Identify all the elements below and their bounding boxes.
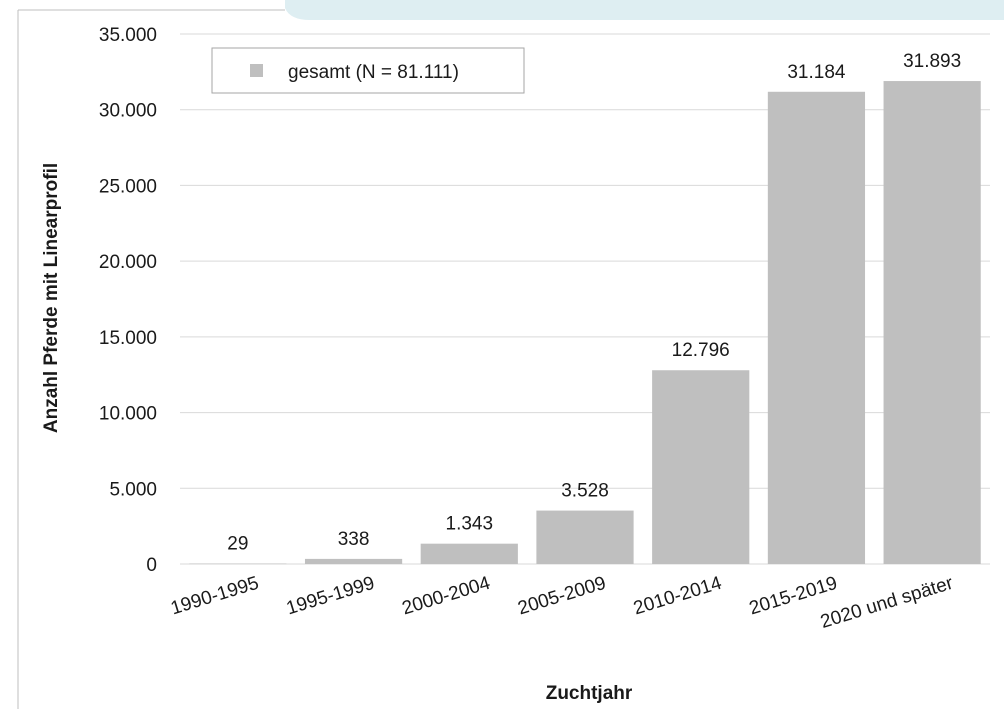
x-tick-label: 2010-2014: [631, 573, 724, 620]
data-label: 3.528: [561, 481, 609, 502]
data-label: 31.184: [787, 62, 846, 83]
y-axis-title: Anzahl Pferde mit Linearprofil: [41, 163, 62, 433]
bar: [420, 543, 518, 564]
x-tick-label: 1995-1999: [284, 573, 377, 620]
y-tick-label: 5.000: [109, 479, 157, 500]
bar: [883, 81, 981, 564]
x-tick-labels: 1990-1995 1995-1999 2000-2004 2005-2009 2010…: [168, 573, 956, 633]
data-label: 338: [338, 529, 370, 550]
bars: [189, 81, 981, 565]
y-tick-label: 0: [146, 555, 157, 576]
y-tick-label: 25.000: [99, 176, 157, 197]
x-tick-label: 2005-2009: [515, 573, 608, 620]
x-tick-label: 2020 und später: [818, 573, 956, 633]
y-tick-label: 20.000: [99, 252, 157, 273]
bar: [652, 370, 750, 564]
y-tick-labels: 0 5.000 10.000 15.000 20.000 25.000 30.000 35.0…: [99, 25, 157, 576]
y-tick-label: 30.000: [99, 101, 157, 122]
legend-box: [211, 47, 525, 94]
data-label: 1.343: [446, 514, 494, 535]
y-tick-label: 35.000: [99, 25, 157, 46]
bar: [189, 563, 287, 565]
x-axis-title: Zuchtjahr: [546, 683, 633, 704]
legend-label: gesamt (N = 81.111): [288, 62, 459, 83]
bar: [304, 558, 403, 564]
y-tick-label: 10.000: [99, 404, 157, 425]
legend-swatch: [250, 64, 263, 77]
y-tick-label: 15.000: [99, 328, 157, 349]
bar: [536, 510, 634, 564]
x-tick-label: 1990-1995: [168, 573, 261, 620]
data-label: 29: [227, 534, 248, 555]
x-tick-label: 2000-2004: [400, 573, 493, 620]
data-label: 12.796: [672, 340, 730, 361]
data-label: 31.893: [903, 51, 961, 72]
decorative-accent: [285, 0, 1004, 20]
legend: gesamt (N = 81.111): [211, 47, 525, 94]
data-labels: 29 338 1.343 3.528 12.796 31.184 31.893: [227, 51, 961, 555]
bar: [767, 91, 866, 564]
